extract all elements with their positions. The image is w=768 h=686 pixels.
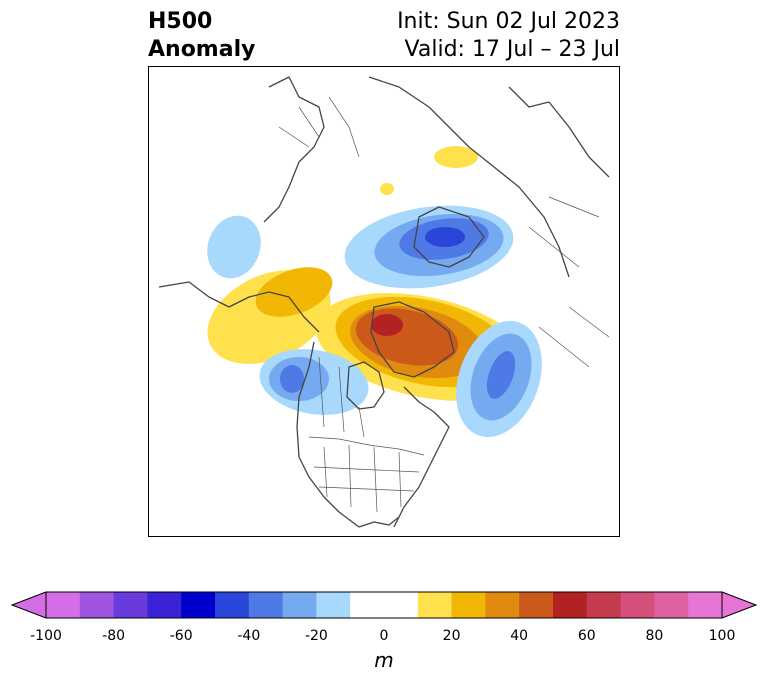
title-variable: H500: [148, 9, 213, 34]
coast-asia-north: [368, 76, 570, 278]
colorbar-segment: [79, 592, 115, 618]
map-canvas: [158, 76, 610, 528]
coast-na-west: [296, 341, 360, 528]
colorbar-segment: [147, 592, 182, 618]
coast-asia-east: [508, 86, 610, 178]
colorbar-tick-label: 80: [645, 628, 664, 644]
border-us-states-1: [323, 444, 402, 513]
colorbar-segment: [316, 592, 351, 618]
colorbar-segment: [451, 592, 486, 618]
colorbar-tick-label: 100: [708, 628, 736, 644]
anomaly-neg-arctic-deep: [425, 227, 465, 247]
colorbar-tick-label: 40: [510, 628, 529, 644]
border-asia: [528, 196, 610, 368]
colorbar-segment: [282, 592, 317, 618]
colorbar-segment: [620, 592, 655, 618]
colorbar: [10, 591, 758, 619]
anomaly-fill: [207, 146, 542, 438]
colorbar-segment: [586, 592, 622, 618]
border-europe: [278, 96, 360, 158]
colorbar-segment: [519, 592, 554, 618]
border-canada-prov: [318, 356, 365, 438]
anomaly-pos-west-mid: [255, 267, 333, 317]
colorbar-tick-label: -80: [102, 628, 126, 644]
anomaly-neg-canada-strong: [280, 365, 304, 393]
colorbar-segment: [350, 592, 419, 618]
map-title: H500 Anomaly: [148, 8, 255, 64]
colorbar-extend-high: [721, 591, 758, 619]
colorbar-segment: [46, 592, 81, 618]
anomaly-pos-north-small: [380, 183, 394, 195]
coast-europe: [263, 76, 325, 223]
colorbar-segment: [215, 592, 250, 618]
colorbar-tick-label: -100: [30, 628, 62, 644]
colorbar-segment: [553, 592, 588, 618]
map-lines: [158, 76, 610, 528]
colorbar-unit: m: [374, 648, 394, 672]
borders: [278, 96, 610, 513]
colorbar-segment: [654, 592, 689, 618]
colorbar-outline: [45, 591, 723, 619]
coast-hudson-bay: [346, 361, 385, 410]
border-us-states-2: [313, 466, 420, 492]
colorbar-segment: [417, 592, 453, 618]
valid-range: Valid: 17 Jul – 23 Jul: [404, 37, 620, 62]
colorbar-tick-label: -20: [304, 628, 328, 644]
anomaly-map: [148, 66, 620, 537]
border-canada-us: [308, 436, 425, 456]
coast-gulf: [358, 516, 400, 528]
coast-na-east: [393, 386, 450, 528]
anomaly-neg-atlantic-strong: [486, 351, 516, 399]
coast-alaska: [158, 281, 320, 333]
anomaly-pos-greenland-core: [371, 314, 403, 336]
anomaly-neg-pacific: [207, 215, 261, 279]
colorbar-tick-label: -60: [169, 628, 193, 644]
colorbar-tick-label: 20: [442, 628, 461, 644]
colorbar-segment: [485, 592, 520, 618]
colorbar-tick-label: 0: [379, 628, 389, 644]
colorbar-segment: [688, 592, 723, 618]
coast-greenland: [370, 301, 455, 378]
colorbar-segment: [181, 592, 216, 618]
colorbar-extend-low: [10, 591, 47, 619]
colorbar-tick-label: -40: [237, 628, 261, 644]
colorbar-tick-label: 60: [577, 628, 596, 644]
anomaly-pos-north: [434, 146, 478, 168]
colorbar-segment: [113, 592, 148, 618]
colorbar-segments: [46, 592, 723, 618]
colorbar-segment: [248, 592, 284, 618]
map-dates: Init: Sun 02 Jul 2023 Valid: 17 Jul – 23…: [397, 8, 620, 64]
title-field: Anomaly: [148, 37, 256, 62]
coast-arctic-islands: [413, 206, 485, 268]
init-date: Init: Sun 02 Jul 2023: [397, 9, 620, 34]
